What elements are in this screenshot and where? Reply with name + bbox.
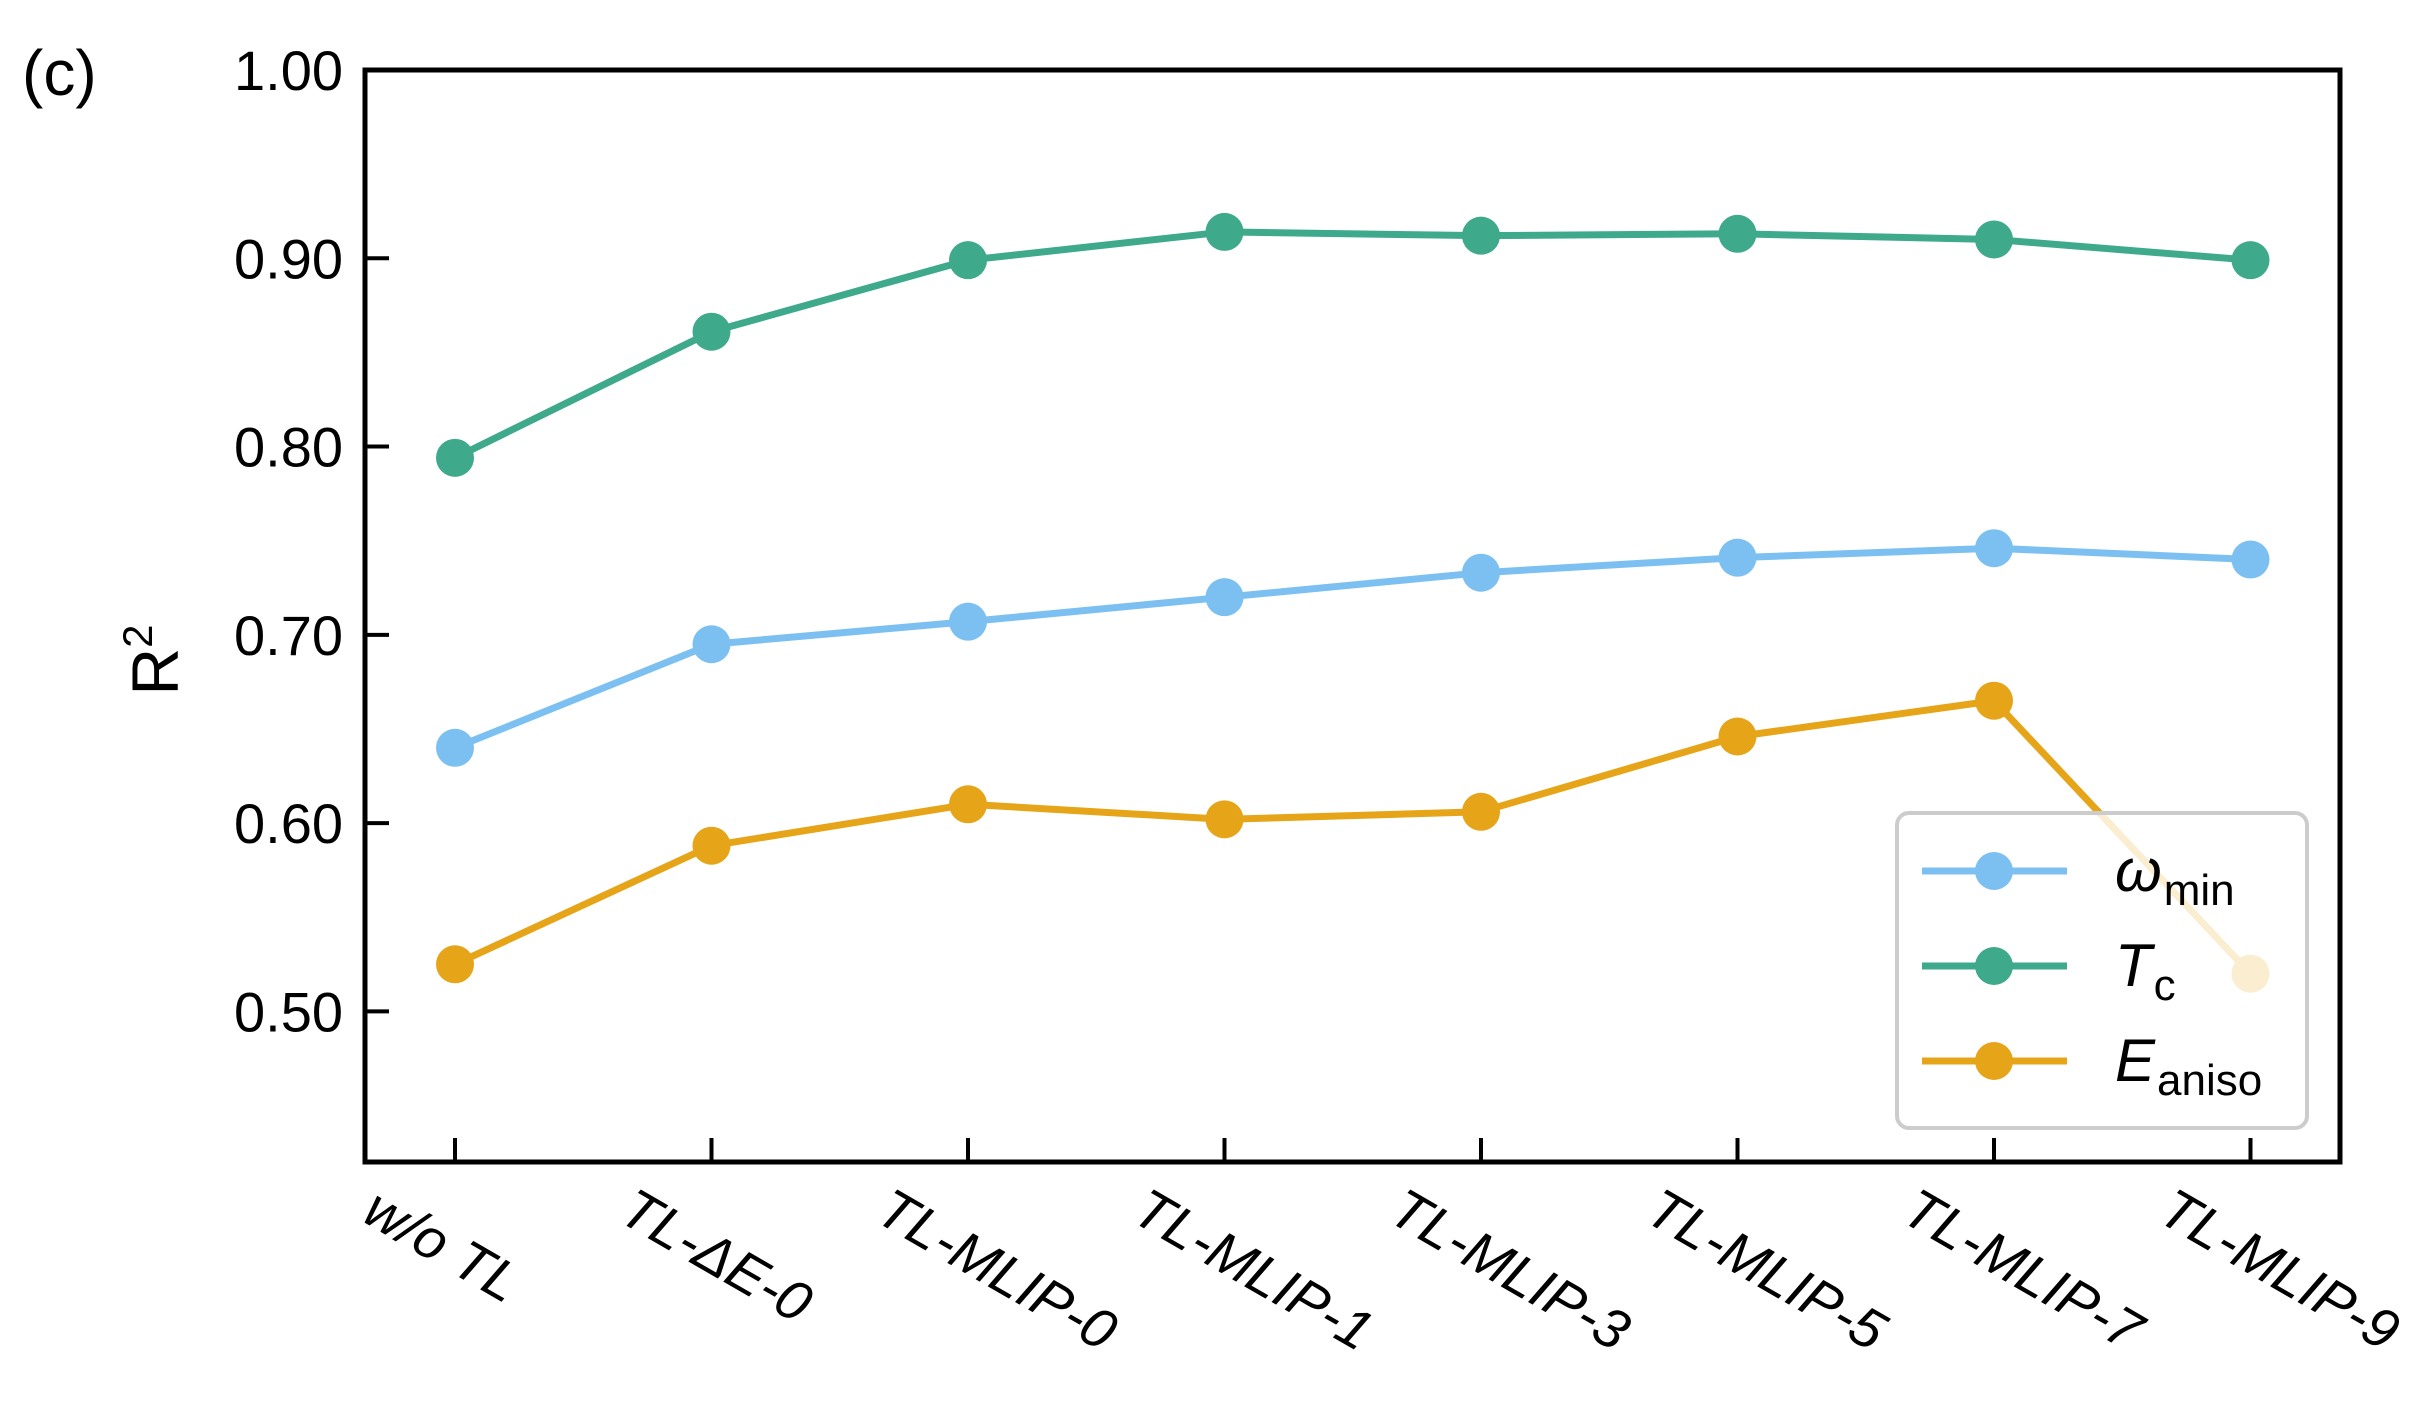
legend-label-subscript: c (2154, 961, 2176, 1010)
data-point (692, 312, 731, 351)
x-tick-label: TL-MLIP-0 (867, 1176, 1128, 1363)
y-tick-label: 1.00 (234, 39, 343, 102)
x-tick-label: TL-MLIP-3 (1380, 1176, 1641, 1363)
legend-swatch-marker (1975, 852, 2013, 890)
legend-label: ωmin (2115, 837, 2235, 915)
data-point (1462, 553, 1500, 592)
legend-label-main: E (2115, 1027, 2156, 1094)
series-0 (436, 529, 2270, 767)
y-axis-ticks: 1.00 0.90 0.80 0.70 0.60 0.50 (234, 39, 389, 1043)
legend-item-1: Tc (1922, 932, 2176, 1010)
data-point (1205, 578, 1244, 617)
series-1 (436, 212, 2270, 477)
data-point (1205, 800, 1244, 839)
data-point (1462, 216, 1500, 255)
data-point (949, 241, 987, 280)
legend-swatch-marker (1975, 947, 2013, 985)
data-point (1975, 681, 2013, 720)
data-point (436, 438, 474, 477)
data-point (949, 785, 987, 824)
x-tick-label: TL-MLIP-5 (1637, 1176, 1898, 1363)
data-point (2231, 241, 2270, 280)
legend-label-main: T (2115, 932, 2156, 999)
y-tick-label: 0.60 (234, 792, 343, 855)
data-point (436, 728, 474, 767)
legend-item-0: ωmin (1922, 837, 2235, 915)
data-point (692, 625, 731, 664)
x-axis-ticks: w/o TL TL-ΔE-0 TL-MLIP-0TL-MLIP-1TL-MLIP-3… (354, 1138, 2410, 1364)
data-point (436, 945, 474, 984)
legend-swatch-marker (1975, 1042, 2013, 1080)
data-point (2231, 540, 2270, 579)
data-point (692, 826, 731, 865)
x-tick-label: TL-ΔE-0 (611, 1176, 823, 1335)
x-tick-label: w/o TL (354, 1176, 531, 1315)
svg-text:R2: R2 (114, 624, 192, 695)
series-line (453, 697, 2254, 977)
plot-area-frame (362, 67, 2343, 1165)
legend-label-subscript: aniso (2157, 1056, 2262, 1105)
data-point (1975, 220, 2013, 259)
data-point (1718, 717, 1757, 756)
legend-label: Eaniso (2115, 1027, 2262, 1105)
y-axis-label: R2 (114, 624, 192, 695)
data-point (1975, 529, 2013, 568)
data-point (1718, 538, 1757, 577)
series-line (453, 544, 2251, 752)
y-tick-label: 0.80 (234, 416, 343, 479)
panel-label: (c) (22, 37, 97, 109)
y-tick-label: 0.70 (234, 604, 343, 667)
x-tick-label: TL-MLIP-1 (1124, 1176, 1385, 1363)
legend-label-subscript: min (2164, 866, 2235, 915)
y-axis-label-superscript: 2 (114, 624, 161, 647)
data-point (1462, 792, 1500, 831)
x-tick-label: TL-MLIP-7 (1893, 1176, 2155, 1364)
x-tick-label: TL-MLIP-9 (2150, 1176, 2411, 1363)
legend-label: Tc (2115, 932, 2176, 1010)
y-tick-label: 0.90 (234, 227, 343, 290)
series-line (453, 228, 2251, 461)
data-point (1205, 212, 1244, 251)
legend-label-main: ω (2115, 837, 2162, 904)
data-point (949, 602, 987, 641)
y-axis-label-text: R (118, 648, 192, 696)
legend-item-2: Eaniso (1922, 1027, 2262, 1105)
data-point (1718, 214, 1757, 253)
y-tick-label: 0.50 (234, 980, 343, 1043)
